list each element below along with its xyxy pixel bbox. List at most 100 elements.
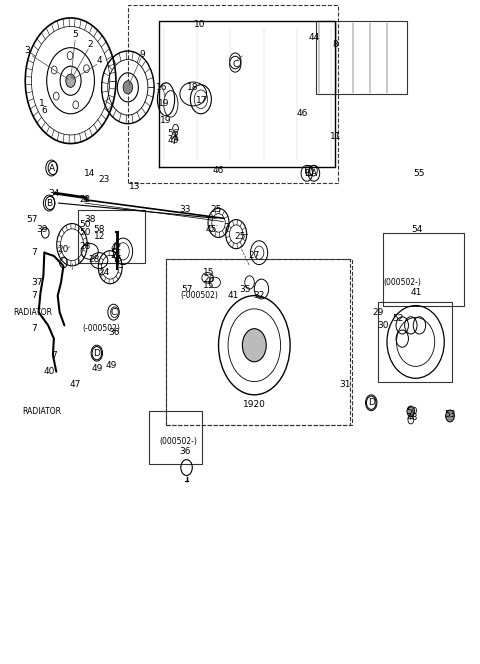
Text: 27: 27 xyxy=(249,252,260,260)
Text: 35: 35 xyxy=(239,284,251,293)
Text: 4: 4 xyxy=(96,56,102,65)
Text: 9: 9 xyxy=(139,50,145,59)
Text: 56: 56 xyxy=(168,129,179,138)
Text: 25: 25 xyxy=(210,205,222,214)
Text: 53: 53 xyxy=(444,410,456,419)
Text: 48: 48 xyxy=(406,414,418,422)
Text: 2: 2 xyxy=(87,40,93,49)
Text: 42: 42 xyxy=(110,243,121,252)
Text: 45: 45 xyxy=(205,225,217,234)
Bar xyxy=(378,302,452,382)
Text: C: C xyxy=(110,307,117,317)
Text: 55: 55 xyxy=(413,169,425,178)
Text: 20: 20 xyxy=(58,245,69,254)
Text: 57: 57 xyxy=(27,215,38,224)
Bar xyxy=(78,210,144,262)
Text: 54: 54 xyxy=(411,225,422,234)
Text: B: B xyxy=(304,169,310,178)
Text: 17: 17 xyxy=(196,96,207,105)
Text: RADIATOR: RADIATOR xyxy=(23,407,61,416)
Text: 1920: 1920 xyxy=(243,400,266,409)
Text: 12: 12 xyxy=(94,232,105,240)
Circle shape xyxy=(407,406,415,416)
Text: 5: 5 xyxy=(72,30,78,39)
Circle shape xyxy=(242,329,266,362)
Text: 21: 21 xyxy=(110,252,121,260)
Text: 43: 43 xyxy=(168,135,179,145)
Text: 49: 49 xyxy=(106,361,117,370)
Text: 11: 11 xyxy=(330,132,341,141)
Text: 52: 52 xyxy=(392,314,403,323)
Circle shape xyxy=(66,74,75,88)
Text: 51: 51 xyxy=(110,250,121,258)
Text: 24: 24 xyxy=(98,268,109,277)
Text: 15: 15 xyxy=(203,282,215,290)
Text: 38: 38 xyxy=(84,215,96,224)
Text: 7: 7 xyxy=(31,248,36,257)
Bar xyxy=(128,5,338,183)
Text: 28: 28 xyxy=(89,255,100,264)
Bar xyxy=(166,259,352,424)
Text: 36: 36 xyxy=(180,446,191,456)
Text: 15: 15 xyxy=(203,268,215,277)
Text: 50: 50 xyxy=(79,220,91,228)
Text: 7: 7 xyxy=(31,324,36,333)
Text: 41: 41 xyxy=(411,288,422,297)
Text: 31: 31 xyxy=(339,380,351,389)
Text: 28: 28 xyxy=(79,242,91,250)
Text: 41: 41 xyxy=(227,291,239,300)
Text: 40: 40 xyxy=(43,367,55,376)
Text: 19: 19 xyxy=(160,116,172,125)
Text: 58: 58 xyxy=(94,225,105,234)
Text: 22: 22 xyxy=(79,195,91,205)
Text: (-000502): (-000502) xyxy=(180,291,218,300)
Text: 19: 19 xyxy=(158,100,169,108)
Text: 26: 26 xyxy=(204,275,215,284)
Text: 13: 13 xyxy=(129,182,141,191)
Text: 14: 14 xyxy=(84,169,96,178)
Text: 10: 10 xyxy=(194,20,205,29)
Text: (-000502): (-000502) xyxy=(83,324,120,333)
Text: 7: 7 xyxy=(31,291,36,300)
Text: 39: 39 xyxy=(36,225,48,234)
Text: 37: 37 xyxy=(31,278,43,287)
Text: 6: 6 xyxy=(41,106,47,115)
Bar xyxy=(316,21,407,94)
Text: 44: 44 xyxy=(308,33,320,42)
Text: 3: 3 xyxy=(25,46,31,56)
Text: 50: 50 xyxy=(79,228,91,237)
Text: 18: 18 xyxy=(187,83,198,92)
Text: 36: 36 xyxy=(108,327,120,337)
Text: 25: 25 xyxy=(234,232,246,240)
Bar xyxy=(166,259,350,424)
Text: RADIATOR: RADIATOR xyxy=(13,307,52,317)
Text: 49: 49 xyxy=(91,364,103,373)
Text: D: D xyxy=(94,349,100,358)
Text: 29: 29 xyxy=(372,307,384,317)
Bar xyxy=(383,233,464,305)
Text: 16: 16 xyxy=(156,83,167,92)
Text: 46: 46 xyxy=(213,165,224,175)
Text: C: C xyxy=(232,60,239,68)
Text: 57: 57 xyxy=(182,284,193,293)
Text: 33: 33 xyxy=(180,205,191,214)
Text: D: D xyxy=(368,398,375,407)
Bar xyxy=(149,411,202,464)
Text: 34: 34 xyxy=(48,189,60,198)
Text: 8: 8 xyxy=(333,40,338,49)
Text: 50: 50 xyxy=(406,407,418,416)
Text: (000502-): (000502-) xyxy=(384,278,421,287)
Text: 30: 30 xyxy=(377,321,389,330)
Text: 7: 7 xyxy=(51,351,57,360)
Text: 1: 1 xyxy=(39,100,45,108)
Circle shape xyxy=(446,410,454,422)
Text: 46: 46 xyxy=(296,110,308,118)
Circle shape xyxy=(123,81,132,94)
Text: 23: 23 xyxy=(98,175,109,185)
Text: A: A xyxy=(311,169,317,178)
Text: A: A xyxy=(48,163,55,173)
Text: 32: 32 xyxy=(253,291,265,300)
Text: 47: 47 xyxy=(70,380,81,389)
Text: B: B xyxy=(46,199,52,208)
Text: (000502-): (000502-) xyxy=(159,437,197,446)
